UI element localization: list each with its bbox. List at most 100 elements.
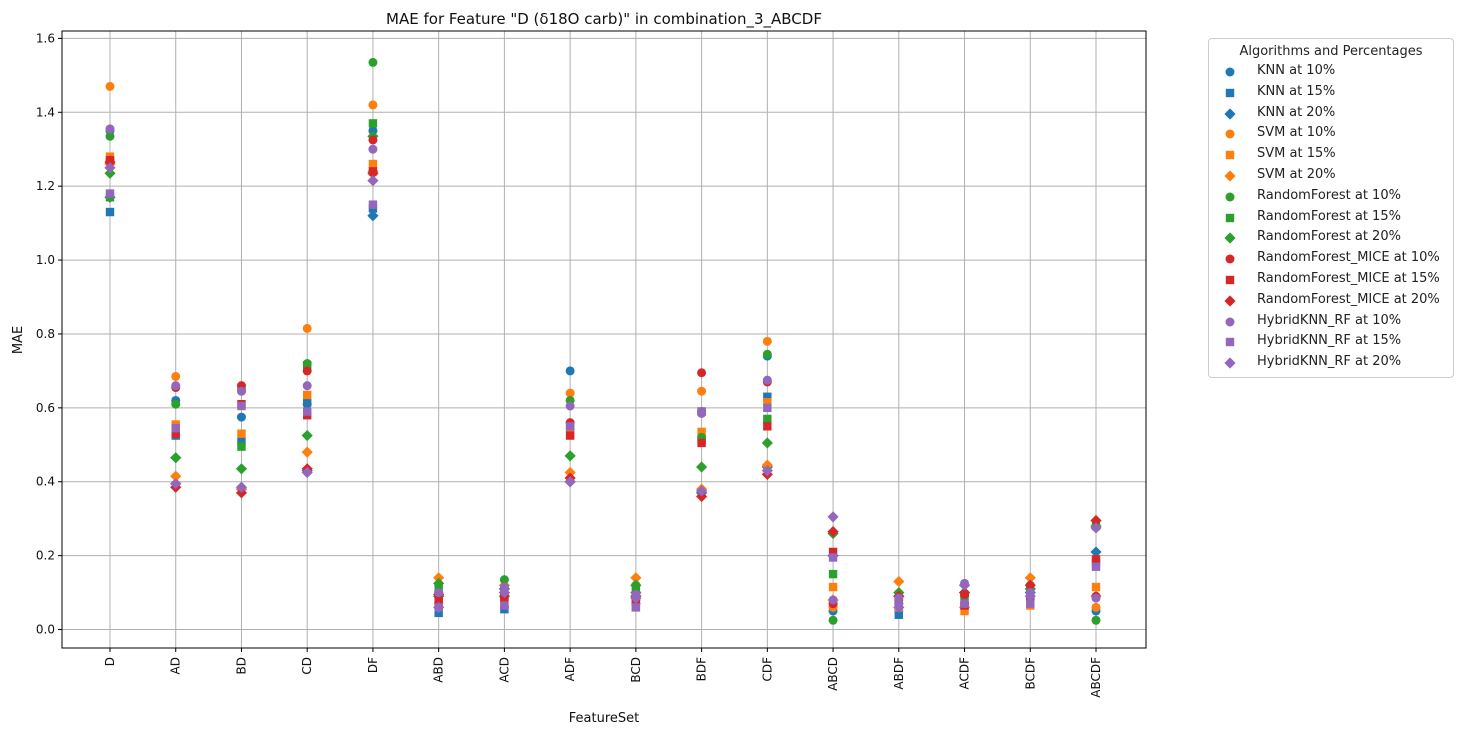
data-point [170, 452, 182, 464]
legend-entry: SVM at 15% [1209, 144, 1453, 165]
x-tick-label: ADF [563, 657, 577, 681]
data-point [828, 569, 838, 579]
data-point [893, 601, 905, 613]
data-point [235, 463, 248, 475]
data-point [565, 401, 575, 411]
data-point [763, 403, 772, 413]
data-point [960, 599, 969, 608]
x-tick-label: ABD [432, 657, 446, 683]
data-point [170, 470, 182, 482]
data-point [630, 579, 642, 591]
data-point [368, 100, 378, 110]
data-point [697, 407, 706, 416]
x-axis-ticks: D AD BD CD DF ABD ACD ADF BCD BDF CDF ABCD ABDF ACDF B… [103, 648, 1103, 698]
x-tick-label: CD [300, 657, 314, 675]
data-point [303, 390, 312, 400]
legend-marker-shape [1225, 254, 1235, 264]
data-point [1091, 602, 1101, 612]
chart-title: MAE for Feature "D (δ18O carb)" in combi… [386, 10, 822, 29]
data-point [1090, 522, 1102, 534]
data-point [237, 442, 246, 451]
y-axis-label: MAE [11, 326, 26, 354]
data-point [893, 575, 905, 588]
legend-title: Algorithms and Percentages [1239, 44, 1423, 59]
legend-marker-shape [1224, 232, 1236, 244]
legend-label: RandomForest at 15% [1257, 208, 1401, 224]
data-point [763, 414, 772, 424]
legend-marker [1224, 170, 1236, 182]
data-point [763, 398, 772, 407]
data-point [105, 189, 115, 198]
data-point [1091, 562, 1101, 571]
legend-label: RandomForest_MICE at 20% [1257, 291, 1440, 307]
data-point [105, 131, 115, 141]
y-tick-label: 0.2 [36, 549, 55, 563]
data-point [1091, 582, 1101, 592]
legend-entry: SVM at 20% [1209, 165, 1453, 186]
legend-marker-shape [1224, 107, 1236, 120]
data-point [1026, 599, 1035, 608]
legend: Algorithms and Percentages KNN at 10% KNN… [1208, 38, 1454, 378]
legend-items: KNN at 10% KNN at 15% KNN at 20% SVM at 10%… [1209, 61, 1453, 373]
y-tick-label: 0.8 [36, 327, 55, 341]
data-point [828, 582, 838, 592]
data-point [171, 371, 181, 381]
data-point [696, 461, 708, 473]
legend-marker [1225, 213, 1235, 222]
data-point [367, 210, 379, 222]
x-tick-label: AD [169, 657, 183, 674]
data-point [303, 361, 312, 370]
data-point [171, 399, 181, 409]
legend-label: RandomForest at 20% [1257, 229, 1401, 245]
legend-marker-shape [1225, 150, 1235, 160]
data-point [500, 601, 509, 610]
legend-label: SVM at 10% [1257, 125, 1336, 141]
legend-marker-shape [1224, 170, 1236, 182]
data-point [367, 167, 379, 179]
x-tick-label: ACD [497, 657, 511, 683]
data-point [302, 381, 312, 391]
legend-entry: RandomForest_MICE at 15% [1209, 269, 1453, 290]
data-point [499, 575, 509, 585]
x-tick-label: BDF [695, 657, 709, 681]
x-tick-label: CDF [760, 657, 774, 682]
data-point [761, 437, 773, 449]
data-point [827, 511, 839, 523]
legend-entry: KNN at 15% [1209, 82, 1453, 103]
data-point [564, 476, 576, 488]
legend-label: HybridKNN_RF at 10% [1257, 312, 1402, 328]
data-point [433, 601, 445, 613]
x-tick-label: ABDF [892, 657, 906, 690]
data-point [565, 366, 575, 376]
data-point [498, 586, 510, 599]
data-point [105, 81, 115, 91]
data-point [368, 159, 378, 169]
data-point [171, 429, 180, 438]
data-point [631, 603, 641, 612]
data-point [1091, 615, 1101, 625]
legend-marker-shape [1225, 338, 1235, 347]
legend-marker-shape [1225, 213, 1235, 222]
data-point [301, 446, 313, 458]
x-axis-label: FeatureSet [569, 711, 639, 726]
data-point [1024, 590, 1036, 602]
legend-marker-shape [1225, 275, 1235, 285]
legend-entry: RandomForest_MICE at 20% [1209, 290, 1453, 311]
y-tick-label: 1.6 [36, 31, 55, 45]
legend-marker [1224, 107, 1236, 120]
x-tick-label: ACDF [958, 657, 972, 690]
x-tick-label: ABCDF [1089, 657, 1103, 698]
x-tick-label: D [103, 657, 117, 666]
data-point [170, 477, 182, 490]
y-tick-label: 1.0 [36, 253, 55, 267]
data-point [565, 431, 575, 440]
data-point [1090, 546, 1102, 558]
data-point [894, 610, 903, 619]
legend-marker [1225, 317, 1235, 327]
legend-entry: RandomForest_MICE at 10% [1209, 248, 1453, 269]
data-point [1024, 579, 1036, 591]
x-tick-label: BCD [629, 657, 643, 683]
data-point [171, 381, 181, 391]
x-tick-label: DF [366, 657, 380, 673]
legend-marker [1225, 88, 1235, 97]
